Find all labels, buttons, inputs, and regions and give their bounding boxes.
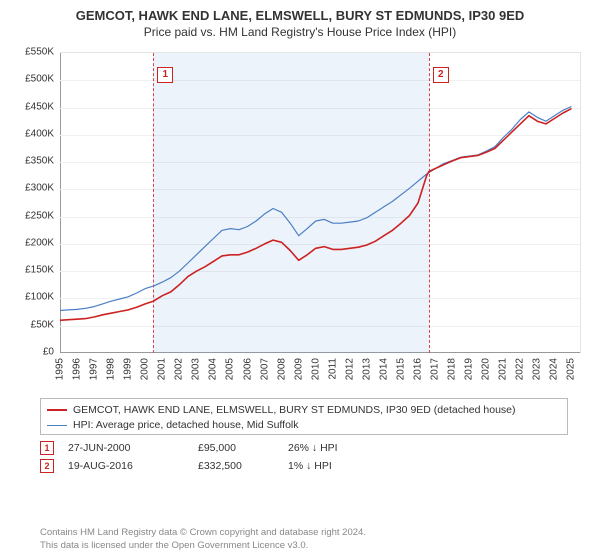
- sale-row: 2 19-AUG-2016£332,5001% ↓ HPI: [40, 459, 568, 473]
- x-tick-label: 2017: [430, 358, 441, 380]
- footnote-line: This data is licensed under the Open Gov…: [40, 540, 568, 552]
- legend-swatch: [47, 409, 67, 411]
- legend-label: HPI: Average price, detached house, Mid …: [73, 418, 299, 433]
- series-line-property: [60, 109, 572, 321]
- y-tick-label: £150K: [25, 265, 54, 276]
- x-tick-label: 2004: [208, 358, 219, 380]
- y-tick-label: £450K: [25, 101, 54, 112]
- footnotes: Contains HM Land Registry data © Crown c…: [40, 527, 568, 552]
- legend-swatch: [47, 425, 67, 426]
- sale-price: £95,000: [198, 442, 288, 454]
- plot-area: 12: [60, 52, 581, 353]
- legend-row: HPI: Average price, detached house, Mid …: [47, 418, 561, 433]
- chart-title-block: GEMCOT, HAWK END LANE, ELMSWELL, BURY ST…: [0, 0, 600, 40]
- series-line-hpi: [60, 107, 572, 311]
- y-tick-label: £550K: [25, 47, 54, 58]
- x-tick-label: 2008: [276, 358, 287, 380]
- x-tick-label: 2003: [191, 358, 202, 380]
- x-tick-label: 2019: [464, 358, 475, 380]
- legend-series-box: GEMCOT, HAWK END LANE, ELMSWELL, BURY ST…: [40, 398, 568, 435]
- x-tick-label: 2014: [378, 358, 389, 380]
- sale-row-badge: 2: [40, 459, 54, 473]
- x-tick-label: 2015: [395, 358, 406, 380]
- y-tick-label: £50K: [31, 319, 54, 330]
- series-svg: [60, 53, 580, 353]
- x-tick-label: 1996: [72, 358, 83, 380]
- x-tick-label: 2005: [225, 358, 236, 380]
- y-axis-labels: £0£50K£100K£150K£200K£250K£300K£350K£400…: [12, 52, 58, 352]
- sale-date: 19-AUG-2016: [68, 460, 198, 472]
- x-tick-label: 2010: [310, 358, 321, 380]
- x-tick-label: 2021: [498, 358, 509, 380]
- x-tick-label: 2000: [140, 358, 151, 380]
- x-tick-label: 2009: [293, 358, 304, 380]
- sales-rows: 1 27-JUN-2000£95,00026% ↓ HPI 2 19-AUG-2016…: [40, 441, 568, 473]
- legend-row: GEMCOT, HAWK END LANE, ELMSWELL, BURY ST…: [47, 403, 561, 418]
- legend-label: GEMCOT, HAWK END LANE, ELMSWELL, BURY ST…: [73, 403, 516, 418]
- x-tick-label: 2001: [157, 358, 168, 380]
- y-tick-label: £250K: [25, 210, 54, 221]
- x-tick-label: 1997: [89, 358, 100, 380]
- y-tick-label: £100K: [25, 292, 54, 303]
- x-tick-label: 2022: [515, 358, 526, 380]
- x-tick-label: 2006: [242, 358, 253, 380]
- x-tick-label: 2024: [549, 358, 560, 380]
- y-tick-label: £200K: [25, 237, 54, 248]
- x-tick-label: 2025: [566, 358, 577, 380]
- x-tick-label: 2002: [174, 358, 185, 380]
- sale-diff: 26% ↓ HPI: [288, 442, 378, 454]
- footnote-line: Contains HM Land Registry data © Crown c…: [40, 527, 568, 539]
- x-tick-label: 2011: [327, 358, 338, 380]
- x-tick-label: 2020: [481, 358, 492, 380]
- y-tick-label: £400K: [25, 128, 54, 139]
- sale-row: 1 27-JUN-2000£95,00026% ↓ HPI: [40, 441, 568, 455]
- x-tick-label: 2007: [259, 358, 270, 380]
- x-tick-label: 2023: [532, 358, 543, 380]
- chart-subtitle: Price paid vs. HM Land Registry's House …: [0, 25, 600, 41]
- x-tick-label: 2013: [361, 358, 372, 380]
- x-axis-labels: 1995199619971998199920002001200220032004…: [60, 354, 580, 388]
- chart-title: GEMCOT, HAWK END LANE, ELMSWELL, BURY ST…: [0, 8, 600, 25]
- x-tick-label: 1999: [123, 358, 134, 380]
- x-tick-label: 2016: [413, 358, 424, 380]
- legend-block: GEMCOT, HAWK END LANE, ELMSWELL, BURY ST…: [40, 398, 568, 477]
- chart-area: £0 £50K £100K £150K £200K £250K £300K £350K £400…: [12, 48, 588, 388]
- y-tick-label: £0: [43, 347, 54, 358]
- sale-date: 27-JUN-2000: [68, 442, 198, 454]
- sale-price: £332,500: [198, 460, 288, 472]
- x-tick-label: 1998: [106, 358, 117, 380]
- x-tick-label: 1995: [55, 358, 66, 380]
- sale-row-badge: 1: [40, 441, 54, 455]
- x-tick-label: 2018: [447, 358, 458, 380]
- y-tick-label: £300K: [25, 183, 54, 194]
- y-tick-label: £350K: [25, 156, 54, 167]
- y-tick-label: £500K: [25, 74, 54, 85]
- sale-diff: 1% ↓ HPI: [288, 460, 378, 472]
- x-tick-label: 2012: [344, 358, 355, 380]
